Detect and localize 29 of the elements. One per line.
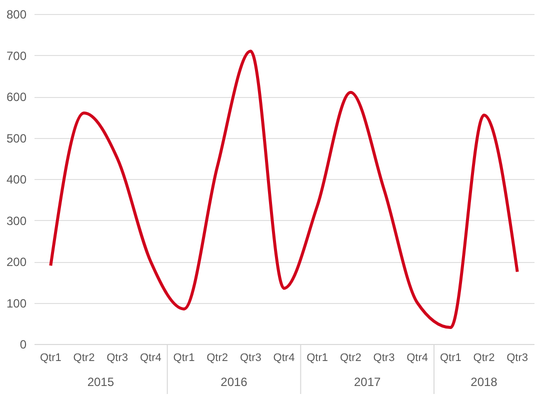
x-tick-label: Qtr4: [140, 352, 162, 364]
text: 2016: [220, 375, 248, 389]
x-tick-label: Qtr3: [240, 352, 262, 364]
x-tick-label: Qtr1: [173, 352, 195, 364]
text: 2018: [470, 375, 498, 389]
x-tick-label: Qtr1: [306, 352, 328, 364]
y-tick-label: 0: [20, 338, 27, 352]
x-tick-label: Qtr1: [440, 352, 462, 364]
x-tick-label: Qtr3: [506, 352, 528, 364]
y-tick-label: 400: [6, 172, 27, 186]
line-series: [49, 50, 519, 329]
y-tick-label: 300: [6, 214, 27, 228]
x-tick-label: Qtr1: [40, 352, 62, 364]
y-tick-label: 200: [6, 255, 27, 269]
x-tick-label: Qtr2: [340, 352, 362, 364]
text: 2017: [354, 375, 382, 389]
x-tick-label: Qtr4: [406, 352, 428, 364]
y-tick-label: 600: [6, 90, 27, 104]
y-tick-label: 100: [6, 296, 27, 310]
x-tick-label: Qtr2: [473, 352, 495, 364]
x-tick-label: Qtr4: [273, 352, 295, 364]
text: 2015: [87, 375, 114, 389]
y-tick-label: 500: [6, 131, 27, 146]
y-tick-label: 800: [6, 8, 27, 22]
x-tick-label: Qtr2: [73, 352, 95, 364]
x-tick-label: Qtr3: [106, 352, 128, 364]
x-tick-label: Qtr3: [373, 352, 395, 364]
y-tick-label: 700: [6, 48, 27, 63]
x-tick-label: Qtr2: [206, 352, 228, 364]
